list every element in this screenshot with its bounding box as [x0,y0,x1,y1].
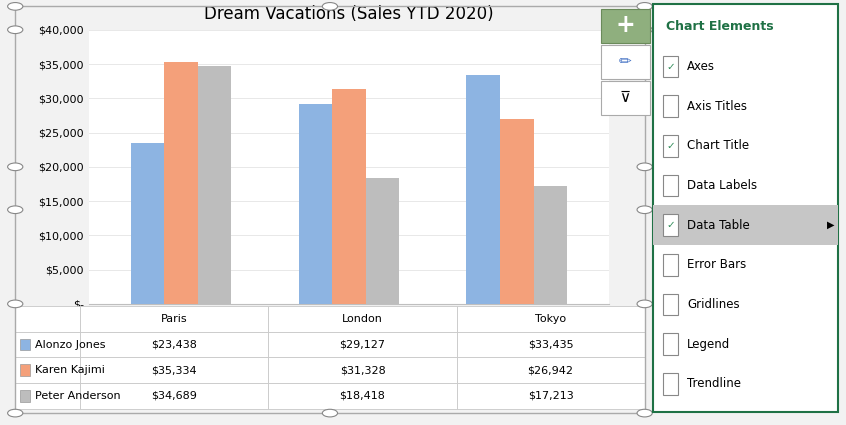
Text: Alonzo Jones: Alonzo Jones [35,340,105,350]
Text: ▶: ▶ [827,220,834,230]
Bar [131,143,164,304]
Bar [534,186,567,304]
Text: $26,942: $26,942 [528,365,574,375]
Text: $35,334: $35,334 [151,365,197,375]
Text: Trendline: Trendline [687,377,741,391]
Text: ✓: ✓ [667,220,675,230]
Text: +: + [615,14,635,37]
Text: $29,127: $29,127 [339,340,386,350]
Text: Data Labels: Data Labels [687,179,757,192]
Text: ⊽: ⊽ [619,90,631,105]
Text: Paris: Paris [161,314,188,324]
Text: ✓: ✓ [667,62,675,71]
Bar [466,75,500,304]
Bar [500,119,534,304]
Bar [332,89,365,304]
Text: ✓: ✓ [667,141,675,151]
Bar [299,104,332,304]
Text: $31,328: $31,328 [339,365,386,375]
Title: Dream Vacations (Sales YTD 2020): Dream Vacations (Sales YTD 2020) [204,5,494,23]
Text: Karen Kajimi: Karen Kajimi [35,365,105,375]
Text: Gridlines: Gridlines [687,298,739,311]
Text: ✏: ✏ [618,54,632,69]
Text: $18,418: $18,418 [339,391,386,401]
Text: Data Table: Data Table [687,219,750,232]
Text: $34,689: $34,689 [151,391,197,401]
Bar [164,62,198,304]
Text: $17,213: $17,213 [528,391,574,401]
Text: Axis Titles: Axis Titles [687,100,747,113]
Bar [365,178,399,304]
Text: Chart Title: Chart Title [687,139,749,153]
Text: Peter Anderson: Peter Anderson [35,391,120,401]
Bar [198,66,232,304]
Text: Legend: Legend [687,338,730,351]
Text: $33,435: $33,435 [528,340,574,350]
Text: Error Bars: Error Bars [687,258,746,272]
Text: Chart Elements: Chart Elements [666,20,773,33]
Text: $23,438: $23,438 [151,340,197,350]
Text: Tokyo: Tokyo [535,314,566,324]
Text: London: London [342,314,383,324]
Text: Axes: Axes [687,60,715,73]
